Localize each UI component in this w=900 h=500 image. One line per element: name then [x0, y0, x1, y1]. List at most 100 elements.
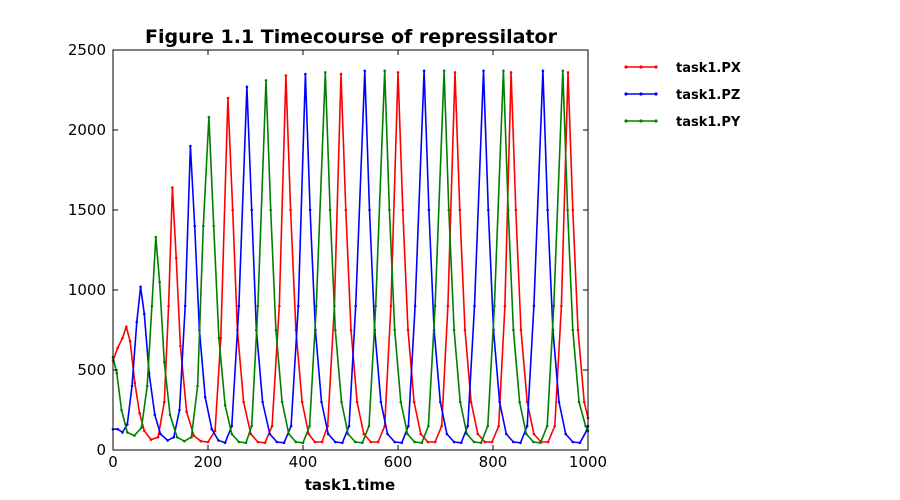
data-point — [389, 304, 393, 308]
data-point — [509, 71, 513, 74]
data-point — [115, 371, 119, 375]
data-point — [202, 224, 205, 228]
data-point — [179, 344, 182, 348]
data-point — [308, 424, 311, 428]
data-point — [584, 424, 587, 428]
data-point — [269, 208, 273, 212]
data-point — [270, 424, 274, 428]
data-point — [168, 413, 172, 417]
data-point — [512, 440, 515, 444]
data-point — [427, 424, 430, 428]
data-point — [289, 424, 293, 428]
data-point — [519, 328, 523, 332]
data-point — [571, 208, 575, 212]
data-point — [301, 441, 305, 445]
x-tick-label: 0 — [108, 453, 118, 471]
legend-label: task1.PX — [676, 61, 741, 76]
data-point — [374, 304, 378, 308]
x-tick-label: 600 — [384, 453, 413, 471]
data-point — [532, 304, 536, 308]
legend: task1.PX task1.PZ task1.PY — [624, 61, 741, 130]
data-point — [249, 432, 253, 436]
data-point — [476, 432, 480, 436]
data-point — [493, 304, 496, 308]
y-tick-label: 0 — [96, 441, 106, 459]
data-point — [139, 285, 142, 289]
data-point — [490, 440, 494, 444]
data-point — [207, 115, 211, 119]
legend-marker — [639, 119, 643, 123]
data-point — [178, 408, 181, 412]
legend-item: task1.PZ — [624, 88, 740, 103]
data-point — [313, 440, 317, 444]
data-point — [328, 208, 332, 212]
data-point — [506, 208, 510, 212]
data-point — [346, 432, 350, 436]
data-point — [465, 432, 469, 436]
data-point — [128, 339, 132, 343]
data-point — [486, 424, 490, 428]
data-point — [256, 440, 260, 444]
data-point — [256, 304, 260, 308]
data-point — [268, 432, 272, 436]
data-point — [245, 85, 249, 89]
data-point — [334, 440, 337, 444]
data-point — [532, 432, 536, 436]
data-point — [571, 440, 575, 444]
data-point — [274, 328, 278, 332]
data-point — [287, 432, 291, 436]
data-point — [324, 71, 327, 74]
series-line — [112, 71, 589, 444]
data-point — [497, 424, 501, 428]
data-point — [135, 320, 139, 324]
x-tick-label: 1000 — [569, 453, 607, 471]
data-point — [171, 186, 174, 189]
data-point — [154, 235, 158, 239]
data-point — [393, 440, 397, 444]
data-point — [407, 424, 410, 428]
data-point — [479, 441, 483, 445]
legend-marker — [654, 119, 658, 123]
data-point — [412, 400, 416, 404]
data-point — [472, 440, 476, 444]
data-point — [566, 71, 570, 74]
data-point — [422, 69, 426, 73]
data-point — [138, 411, 141, 415]
data-point — [282, 441, 286, 445]
series-layer — [111, 69, 590, 445]
data-point — [545, 424, 549, 428]
data-point — [383, 69, 387, 73]
data-point — [388, 208, 391, 212]
data-point — [230, 424, 234, 428]
data-point — [264, 79, 268, 82]
data-point — [339, 72, 343, 76]
legend-marker — [624, 65, 628, 69]
data-point — [379, 400, 383, 404]
legend-item: task1.PX — [624, 61, 741, 76]
data-point — [362, 432, 366, 436]
series-line — [113, 70, 589, 444]
data-point — [217, 439, 220, 442]
data-point — [561, 69, 565, 73]
data-point — [294, 440, 298, 444]
legend-label: task1.PY — [676, 115, 741, 130]
data-point — [320, 440, 324, 444]
data-point — [275, 440, 279, 444]
data-point — [505, 432, 508, 436]
data-point — [560, 304, 563, 308]
data-point — [363, 69, 367, 73]
data-point — [368, 208, 371, 212]
data-point — [582, 400, 586, 404]
data-point — [307, 432, 311, 436]
legend-marker — [624, 119, 628, 123]
data-point — [167, 304, 170, 308]
legend-label: task1.PZ — [676, 88, 740, 103]
legend-marker — [639, 92, 643, 96]
data-point — [203, 395, 207, 399]
data-point — [367, 424, 371, 428]
data-point — [149, 438, 153, 441]
data-point — [440, 424, 444, 428]
data-point — [183, 439, 186, 443]
y-tick-label: 2000 — [68, 121, 106, 139]
plot-frame — [112, 49, 589, 451]
